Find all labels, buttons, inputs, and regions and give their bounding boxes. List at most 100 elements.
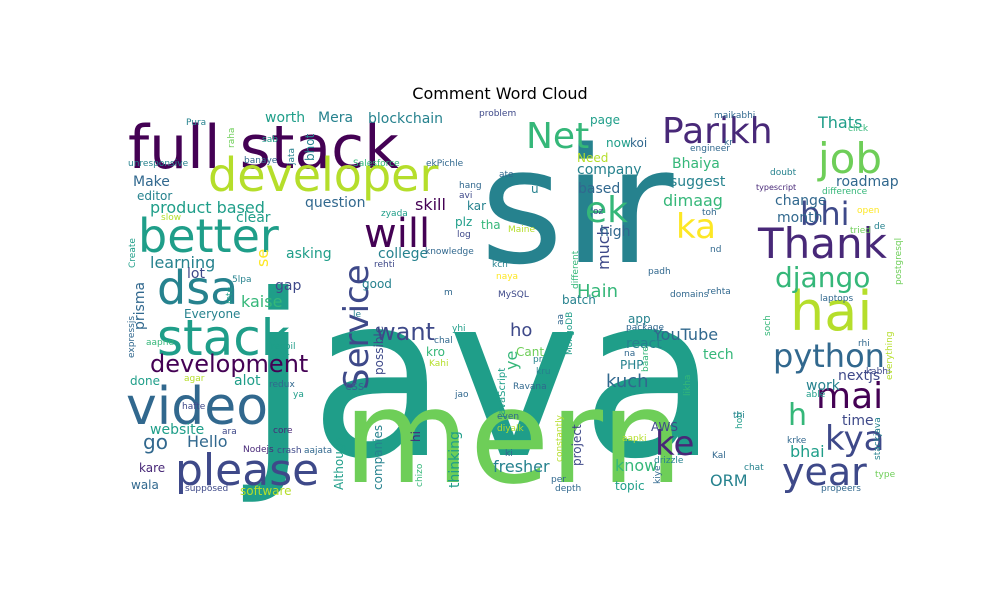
word-type: type <box>875 470 896 480</box>
word-mysql: MySQL <box>498 290 529 300</box>
word-zyada: zyada <box>381 209 408 219</box>
word-le: le <box>353 310 362 320</box>
word-product-based: product based <box>150 198 265 217</box>
word-soch: soch <box>763 315 773 336</box>
word-pura: Pura <box>186 118 206 128</box>
word-job: job <box>817 134 882 183</box>
word-much: much <box>594 225 613 270</box>
word-hi: hi <box>409 431 423 442</box>
word-blockchain: blockchain <box>368 111 443 127</box>
word-stack: stack <box>157 309 290 367</box>
word-lete: lete <box>225 286 235 304</box>
word-hai: hai <box>790 280 872 343</box>
word-high: high <box>600 224 631 240</box>
word-supposed: supposed <box>185 484 228 494</box>
word-recoil: recoil <box>271 342 296 352</box>
word-doubt: doubt <box>770 168 797 178</box>
word-please: please <box>175 445 319 496</box>
word-raha: raha <box>227 128 237 148</box>
word-ate: ate <box>499 170 514 180</box>
word-javascript: JavaScript <box>497 368 508 419</box>
word-make: Make <box>133 174 170 190</box>
word-php: PHP <box>620 358 644 372</box>
word-clear: clear <box>236 210 271 226</box>
word-aapne: aapne <box>146 338 174 348</box>
word-kro: kro <box>426 345 445 359</box>
word-tha: tha <box>481 218 501 232</box>
word-krke: krke <box>787 436 807 446</box>
word-page: page <box>590 113 620 127</box>
word-roadmap: roadmap <box>836 174 899 190</box>
word-service: Service <box>337 264 377 390</box>
word-log: log <box>457 230 471 240</box>
word-ye: ye <box>502 351 521 370</box>
word-based: based <box>578 181 620 197</box>
word-salesforce: Salesforce <box>353 159 400 169</box>
word-constantly: constantly <box>555 414 565 462</box>
word-question: question <box>305 195 365 211</box>
word-typescript: typescript <box>756 183 796 192</box>
word-year: year <box>782 450 867 494</box>
word-orm: ORM <box>710 471 748 490</box>
word-kaise: kaise <box>241 292 282 311</box>
word-plz: plz <box>455 215 472 229</box>
word-baare: baare <box>641 346 651 372</box>
word-expressjs: expressjs <box>127 316 137 358</box>
word-problem: problem <box>479 109 516 119</box>
word-knowledge: knowledge <box>425 247 474 257</box>
word-dsa: dsa <box>157 261 238 315</box>
word-yhi: yhi <box>452 324 466 334</box>
word-thank: Thank <box>757 219 888 268</box>
word-skill: skill <box>415 195 446 214</box>
word-work: work <box>806 378 841 394</box>
word-project: project <box>570 424 584 466</box>
word-hoti: hoti <box>735 412 745 429</box>
word-different: different <box>571 250 581 289</box>
word-tech: tech <box>703 347 734 363</box>
word-rhi: rhi <box>858 339 870 349</box>
word-slow: slow <box>161 213 181 223</box>
word-unresponsive: unresponsive <box>128 159 189 169</box>
word-drizzle: drizzle <box>654 456 684 466</box>
word-banaye: banaye <box>244 156 278 166</box>
word-cant: Cant <box>516 345 544 359</box>
word-hang: hang <box>459 181 482 191</box>
word-company: company <box>577 162 642 178</box>
word-jao: jao <box>454 390 469 400</box>
word-react: react <box>626 336 662 352</box>
word-time: time <box>842 413 874 429</box>
word-na: na <box>624 349 635 359</box>
word-ekpichle: ekPichle <box>426 159 464 169</box>
word-bhai: bhai <box>790 442 825 461</box>
word-chal: chal <box>434 336 453 346</box>
word-thi: thi <box>733 411 745 421</box>
word-companies: companies <box>371 425 385 490</box>
word-kya: kya <box>825 419 884 459</box>
word-chizo: chizo <box>415 463 425 487</box>
word-css: css <box>345 379 364 393</box>
word-developer: developer <box>208 148 438 202</box>
word-toh: toh <box>702 208 717 218</box>
word-ravana: Ravana <box>513 382 547 392</box>
word-bhaiya: Bhaiya <box>672 156 720 172</box>
word-ke: ke <box>655 424 694 464</box>
word-fresher: fresher <box>493 457 550 476</box>
word-mongodb: MongoDB <box>565 312 575 355</box>
word-wala: wala <box>131 478 159 492</box>
word-ka: ka <box>676 207 716 247</box>
word-difference: difference <box>822 187 868 197</box>
word-bhot: bhot <box>303 133 317 161</box>
word-laptops: laptops <box>820 294 853 304</box>
word-thats: Thats <box>817 113 862 132</box>
word-know: know <box>615 456 657 475</box>
word-h: h <box>788 398 807 433</box>
word-agar: agar <box>184 374 205 384</box>
word-engineer: engineer <box>690 144 730 154</box>
word-nodejs: Nodejs <box>243 445 274 455</box>
word-kal: Kal <box>712 451 726 461</box>
word-aws: AWS <box>651 420 678 434</box>
word-jata: jata <box>287 148 297 166</box>
word-month: month <box>777 210 822 226</box>
word-worth: worth <box>265 110 305 126</box>
